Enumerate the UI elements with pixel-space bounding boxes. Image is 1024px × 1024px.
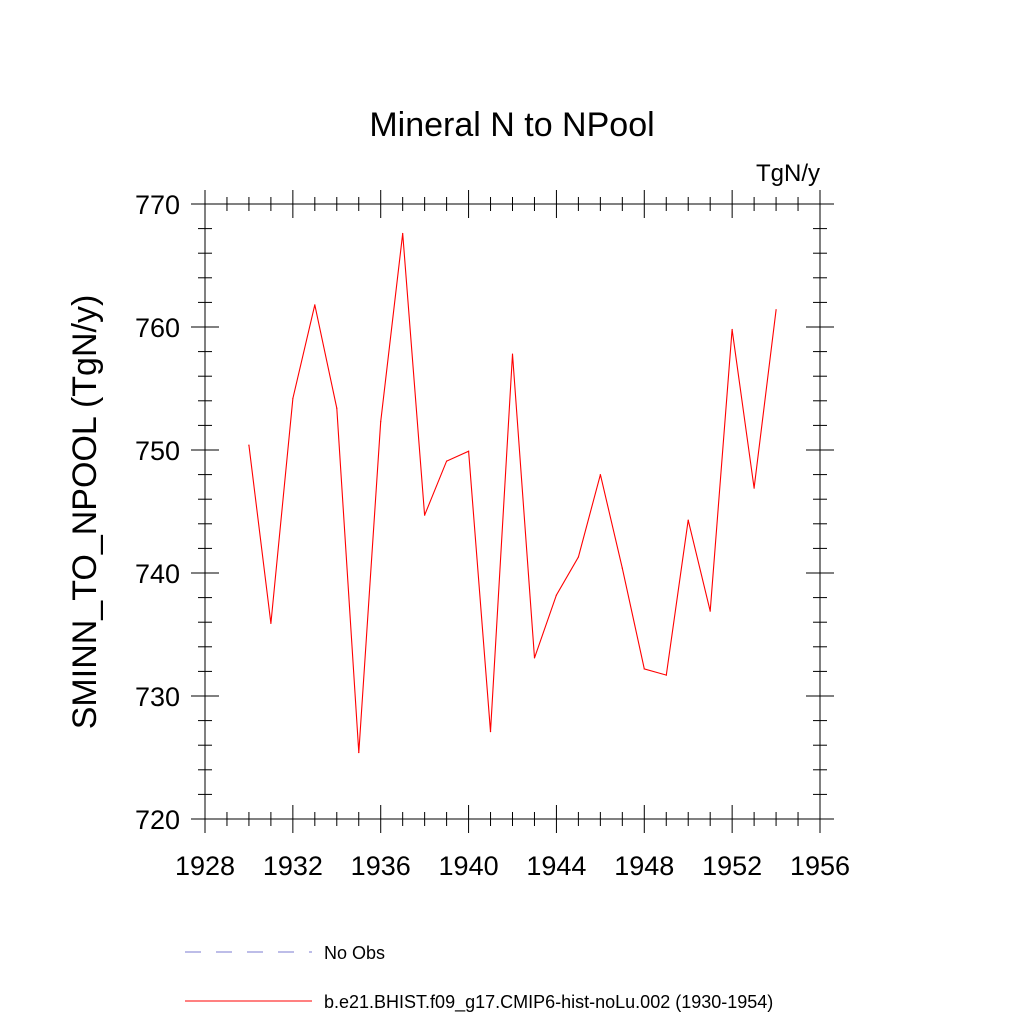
legend-label: No Obs bbox=[324, 943, 385, 963]
data-point bbox=[709, 610, 711, 612]
y-tick-label: 730 bbox=[135, 682, 180, 712]
data-point bbox=[577, 556, 579, 558]
data-point bbox=[753, 487, 755, 489]
x-tick-label: 1940 bbox=[439, 851, 499, 881]
data-point bbox=[314, 304, 316, 306]
data-point bbox=[402, 232, 404, 235]
y-tick-label: 750 bbox=[135, 436, 180, 466]
x-tick-label: 1944 bbox=[526, 851, 586, 881]
x-tick-label: 1956 bbox=[790, 851, 850, 881]
legend: No Obs b.e21.BHIST.f09_g17.CMIP6-hist-noL… bbox=[185, 943, 773, 1013]
x-tick-label: 1932 bbox=[263, 851, 323, 881]
data-point bbox=[731, 328, 733, 331]
plot-frame bbox=[204, 203, 821, 820]
data-point bbox=[424, 514, 426, 516]
data-point bbox=[336, 407, 338, 409]
x-tick-label: 1948 bbox=[614, 851, 674, 881]
data-point bbox=[489, 731, 492, 733]
data-point bbox=[270, 622, 272, 625]
y-tick-label: 720 bbox=[135, 805, 180, 835]
x-tick-label: 1952 bbox=[702, 851, 762, 881]
data-point bbox=[380, 421, 382, 423]
y-tick-label: 770 bbox=[135, 190, 180, 220]
legend-label: b.e21.BHIST.f09_g17.CMIP6-hist-noLu.002 … bbox=[324, 992, 773, 1013]
units-label: TgN/y bbox=[756, 160, 820, 187]
data-point bbox=[775, 309, 777, 311]
data-point bbox=[665, 674, 667, 676]
y-tick-label: 760 bbox=[135, 313, 180, 343]
series-line bbox=[248, 233, 777, 753]
plot-area: 1928 1932 1936 1940 1944 1948 1952 1956 720 730 74… bbox=[135, 190, 850, 881]
data-point bbox=[621, 567, 623, 569]
x-tick-label: 1936 bbox=[351, 851, 411, 881]
y-axis-label: SMINN_TO_NPOOL (TgN/y) bbox=[66, 295, 104, 730]
data-point bbox=[248, 444, 250, 446]
data-point bbox=[292, 397, 294, 399]
data-point bbox=[687, 519, 689, 521]
y-tick-label: 740 bbox=[135, 559, 180, 589]
data-point bbox=[533, 657, 536, 659]
x-tick-label: 1928 bbox=[175, 851, 235, 881]
chart-title: Mineral N to NPool bbox=[369, 106, 654, 144]
data-point bbox=[511, 353, 514, 355]
data-point bbox=[555, 594, 558, 596]
data-point bbox=[467, 450, 470, 452]
data-point bbox=[358, 751, 360, 754]
data-point bbox=[446, 460, 448, 462]
data-point bbox=[599, 474, 601, 476]
data-point bbox=[643, 668, 645, 670]
